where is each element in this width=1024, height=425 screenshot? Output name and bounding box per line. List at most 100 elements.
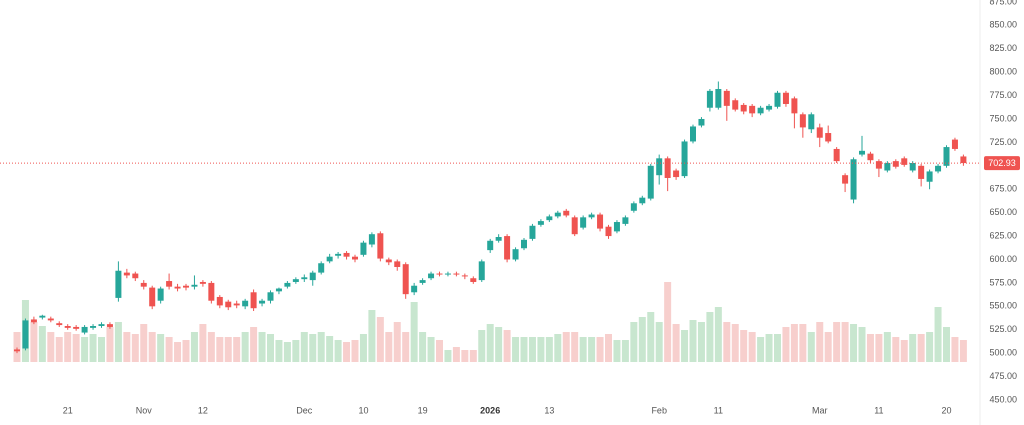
candle-body <box>106 324 113 327</box>
candle-body <box>850 159 857 200</box>
candle-body <box>39 315 46 318</box>
candle-body <box>613 222 620 232</box>
candle-body <box>622 217 629 224</box>
candle-body <box>166 281 173 287</box>
x-tick-label: 10 <box>358 405 368 415</box>
candle-body <box>597 214 604 229</box>
candle-body <box>698 118 705 126</box>
candle-body <box>478 261 485 281</box>
volume-bar <box>630 322 638 362</box>
candle-body <box>301 277 308 280</box>
candle-body <box>14 349 20 352</box>
volume-bar <box>596 337 604 362</box>
candle-body <box>81 326 88 333</box>
volume-bar <box>841 322 849 362</box>
candle-body <box>766 105 773 110</box>
candle-body <box>791 98 798 114</box>
volume-bar <box>469 350 477 362</box>
volume-bar <box>934 307 942 362</box>
candle-body <box>292 279 299 282</box>
candle-body <box>402 264 409 295</box>
candle-body <box>892 161 899 167</box>
volume-bar <box>790 324 798 362</box>
volume-bar <box>951 337 959 362</box>
candle-body <box>385 259 392 263</box>
volume-bar <box>258 332 266 362</box>
volume-bar <box>799 324 807 362</box>
volume-bar <box>376 317 384 362</box>
candle-body <box>470 278 477 282</box>
volume-bar <box>672 324 680 362</box>
y-tick-label: 850.00 <box>989 20 1017 30</box>
volume-bar <box>774 334 781 362</box>
volume-bar <box>875 334 883 362</box>
y-tick-label: 500.00 <box>989 348 1017 358</box>
candle-body <box>377 233 384 259</box>
volume-bar <box>757 337 765 362</box>
y-tick-label: 575.00 <box>989 277 1017 287</box>
candle-body <box>639 197 646 204</box>
volume-bar <box>706 312 714 362</box>
candle-body <box>842 175 849 184</box>
y-tick-label: 550.00 <box>989 301 1017 311</box>
candle-body <box>115 270 122 298</box>
candle-body <box>859 150 865 155</box>
candle-body <box>495 237 502 241</box>
volume-bar <box>393 322 401 362</box>
volume-bar <box>140 324 148 362</box>
volume-bar <box>681 330 689 362</box>
candle-body <box>98 324 105 327</box>
volume-bar <box>883 332 891 362</box>
candle-body <box>740 104 747 112</box>
volume-bar <box>605 334 612 362</box>
volume-bar <box>402 332 410 362</box>
volume-bar <box>858 327 866 362</box>
y-tick-label: 525.00 <box>989 324 1017 334</box>
volume-bar <box>343 342 351 362</box>
candle-body <box>816 127 823 138</box>
volume-bar <box>98 337 105 362</box>
volume-bar <box>495 327 503 362</box>
volume-bar <box>436 340 443 362</box>
volume-bar <box>38 326 46 362</box>
volume-bar <box>174 342 182 362</box>
volume-bar <box>850 324 858 362</box>
volume-bar <box>588 337 596 362</box>
volume-bar <box>148 332 156 362</box>
y-tick-label: 650.00 <box>989 207 1017 217</box>
volume-bar <box>123 332 131 362</box>
volume-bar <box>182 340 190 362</box>
volume-bar <box>283 342 291 362</box>
volume-bar <box>571 332 579 362</box>
volume-bar <box>427 337 435 362</box>
candle-body <box>90 326 97 328</box>
volume-bar <box>55 337 63 362</box>
volume-bar <box>216 337 224 362</box>
candle-body <box>335 253 342 256</box>
volume-bar <box>892 337 900 362</box>
candle-body <box>225 301 232 308</box>
volume-bar <box>317 332 325 362</box>
volume-bar <box>157 334 165 362</box>
volume-bar <box>579 337 587 362</box>
volume-bar <box>731 324 739 362</box>
candle-body <box>504 236 511 260</box>
candle-body <box>875 161 882 169</box>
candle-body <box>656 158 663 176</box>
volume-bar <box>81 337 89 362</box>
volume-bar <box>782 327 790 362</box>
candle-body <box>183 285 189 288</box>
volume-bar <box>385 332 393 362</box>
y-tick-label: 675.00 <box>989 184 1017 194</box>
volume-bar <box>748 332 756 362</box>
candle-body <box>782 92 789 104</box>
x-tick-label: Feb <box>651 405 667 415</box>
candle-body <box>233 303 240 306</box>
candle-body <box>394 261 401 267</box>
y-tick-label: 625.00 <box>989 230 1017 240</box>
candle-body <box>512 249 519 260</box>
y-tick-label: 825.00 <box>989 43 1017 53</box>
y-tick-label: 750.00 <box>989 113 1017 123</box>
candle-body <box>318 263 325 273</box>
volume-bar <box>190 332 198 362</box>
